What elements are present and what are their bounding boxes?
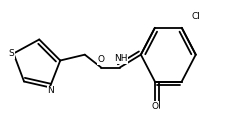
Text: N: N	[47, 86, 54, 95]
Text: Cl: Cl	[191, 12, 200, 21]
Text: NH: NH	[114, 54, 128, 63]
Text: S: S	[8, 49, 14, 58]
Text: O: O	[151, 102, 158, 111]
Text: O: O	[98, 55, 105, 64]
